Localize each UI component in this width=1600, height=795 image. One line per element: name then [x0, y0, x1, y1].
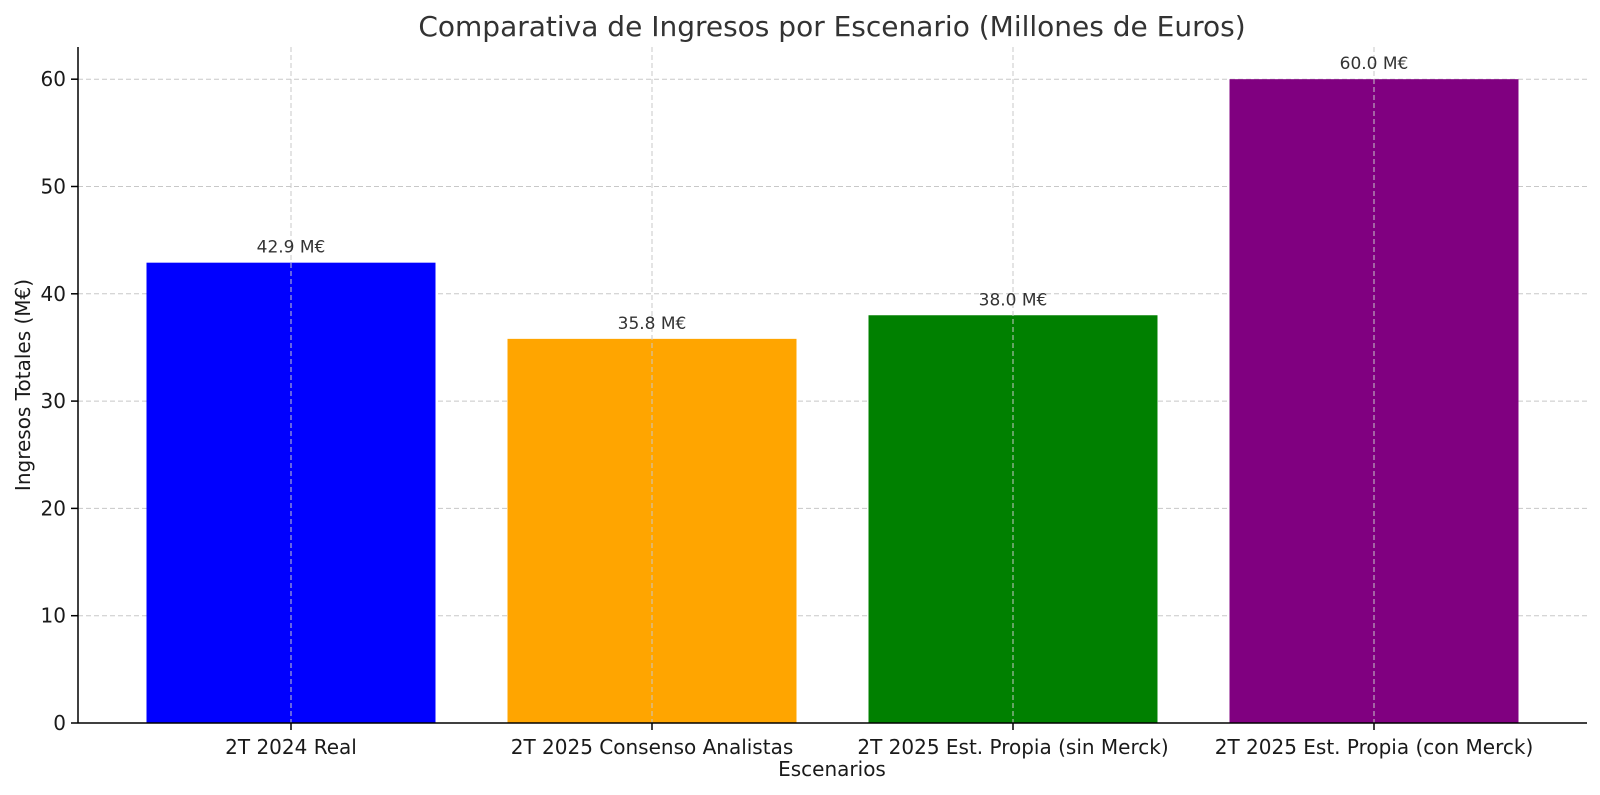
chart-title: Comparativa de Ingresos por Escenario (M… — [418, 10, 1245, 43]
x-tick-label: 2T 2025 Consenso Analistas — [511, 735, 794, 759]
bar-value-label: 38.0 M€ — [979, 290, 1048, 310]
x-tick-labels: 2T 2024 Real 2T 2025 Consenso Analistas 2T… — [225, 735, 1533, 759]
y-tick-label: 0 — [53, 711, 66, 735]
bar-value-label: 60.0 M€ — [1340, 54, 1409, 74]
bar-value-label: 42.9 M€ — [257, 238, 326, 258]
x-axis-label: Escenarios — [778, 757, 886, 781]
data-labels: 42.9 M€ 35.8 M€ 38.0 M€ 60.0 M€ — [257, 54, 1409, 334]
y-axis-label: Ingresos Totales (M€) — [11, 279, 35, 491]
y-tick-label: 60 — [41, 67, 66, 91]
x-tick-label: 2T 2024 Real — [225, 735, 357, 759]
vertical-grid — [290, 47, 1375, 723]
y-tick-label: 20 — [41, 496, 66, 520]
y-tick-labels: 0 10 20 30 40 50 60 — [41, 67, 66, 735]
y-tick-label: 30 — [41, 389, 66, 413]
y-tick-label: 40 — [41, 282, 66, 306]
y-tick-label: 50 — [41, 174, 66, 198]
bar-value-label: 35.8 M€ — [618, 314, 687, 334]
x-tick-label: 2T 2025 Est. Propia (con Merck) — [1215, 735, 1534, 759]
y-tick-label: 10 — [41, 604, 66, 628]
x-tick-label: 2T 2025 Est. Propia (sin Merck) — [857, 735, 1168, 759]
axes — [71, 47, 1587, 730]
